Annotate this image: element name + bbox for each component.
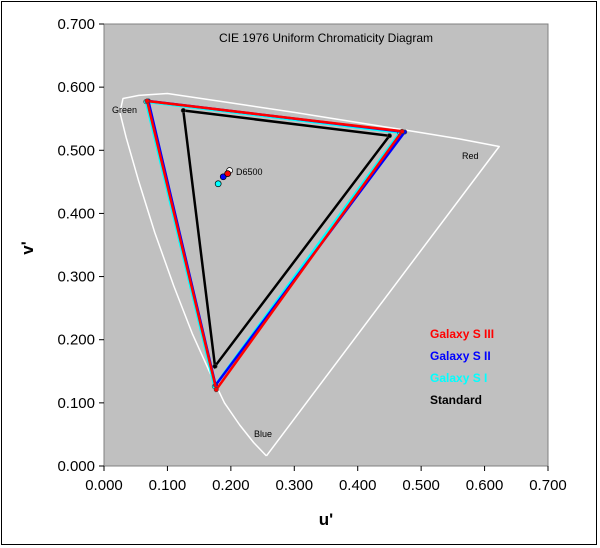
y-tick-label: 0.100 <box>57 395 95 412</box>
y-tick-label: 0.000 <box>57 458 95 475</box>
primary-point-standard <box>212 363 218 369</box>
y-tick-label: 0.200 <box>57 332 95 349</box>
primary-point-galaxy-s-iii <box>213 387 219 393</box>
x-tick-label: 0.700 <box>529 477 567 494</box>
legend-item-standard: Standard <box>430 393 482 407</box>
plot-area <box>103 23 549 467</box>
spectral-locus <box>119 92 500 457</box>
x-tick-label: 0.600 <box>466 477 504 494</box>
x-tick-label: 0.100 <box>149 477 187 494</box>
chart-title: CIE 1976 Uniform Chromaticity Diagram <box>219 31 433 45</box>
x-tick-label: 0.000 <box>85 477 123 494</box>
y-tick-label: 0.500 <box>57 142 95 159</box>
red-label: Red <box>462 151 479 161</box>
y-axis-title: v' <box>18 241 37 255</box>
primary-point-standard <box>386 133 392 139</box>
x-tick-label: 0.300 <box>276 477 314 494</box>
primary-point-galaxy-s-iii <box>144 98 150 104</box>
x-tick-label: 0.400 <box>339 477 377 494</box>
x-tick-label: 0.500 <box>402 477 440 494</box>
blue-label: Blue <box>254 429 272 439</box>
y-tick-label: 0.400 <box>57 205 95 222</box>
gamut-triangle-standard <box>181 109 392 370</box>
gamut-triangle-galaxy-s-iii <box>145 99 405 393</box>
legend-item-galaxy-s-ii: Galaxy S II <box>430 349 491 363</box>
legend-item-galaxy-s-i: Galaxy S I <box>430 371 487 385</box>
y-tick-label: 0.300 <box>57 269 95 286</box>
y-tick-label: 0.600 <box>57 79 95 96</box>
legend: Galaxy S III Galaxy S II Galaxy S I Standar… <box>430 327 494 407</box>
primary-point-standard <box>180 108 186 114</box>
white-point-galaxy-s-ii <box>219 173 227 181</box>
x-tick-label: 0.200 <box>212 477 250 494</box>
white-point-galaxy-s-i <box>214 180 222 188</box>
white-point-galaxy-s-iii <box>224 170 232 177</box>
y-tick-label: 0.700 <box>57 16 95 33</box>
green-label: Green <box>112 105 137 115</box>
white-point-label: D6500 <box>236 167 263 177</box>
primary-point-galaxy-s-iii <box>399 128 405 134</box>
legend-item-galaxy-s-iii: Galaxy S III <box>430 327 494 341</box>
x-axis-title: u' <box>319 510 333 529</box>
